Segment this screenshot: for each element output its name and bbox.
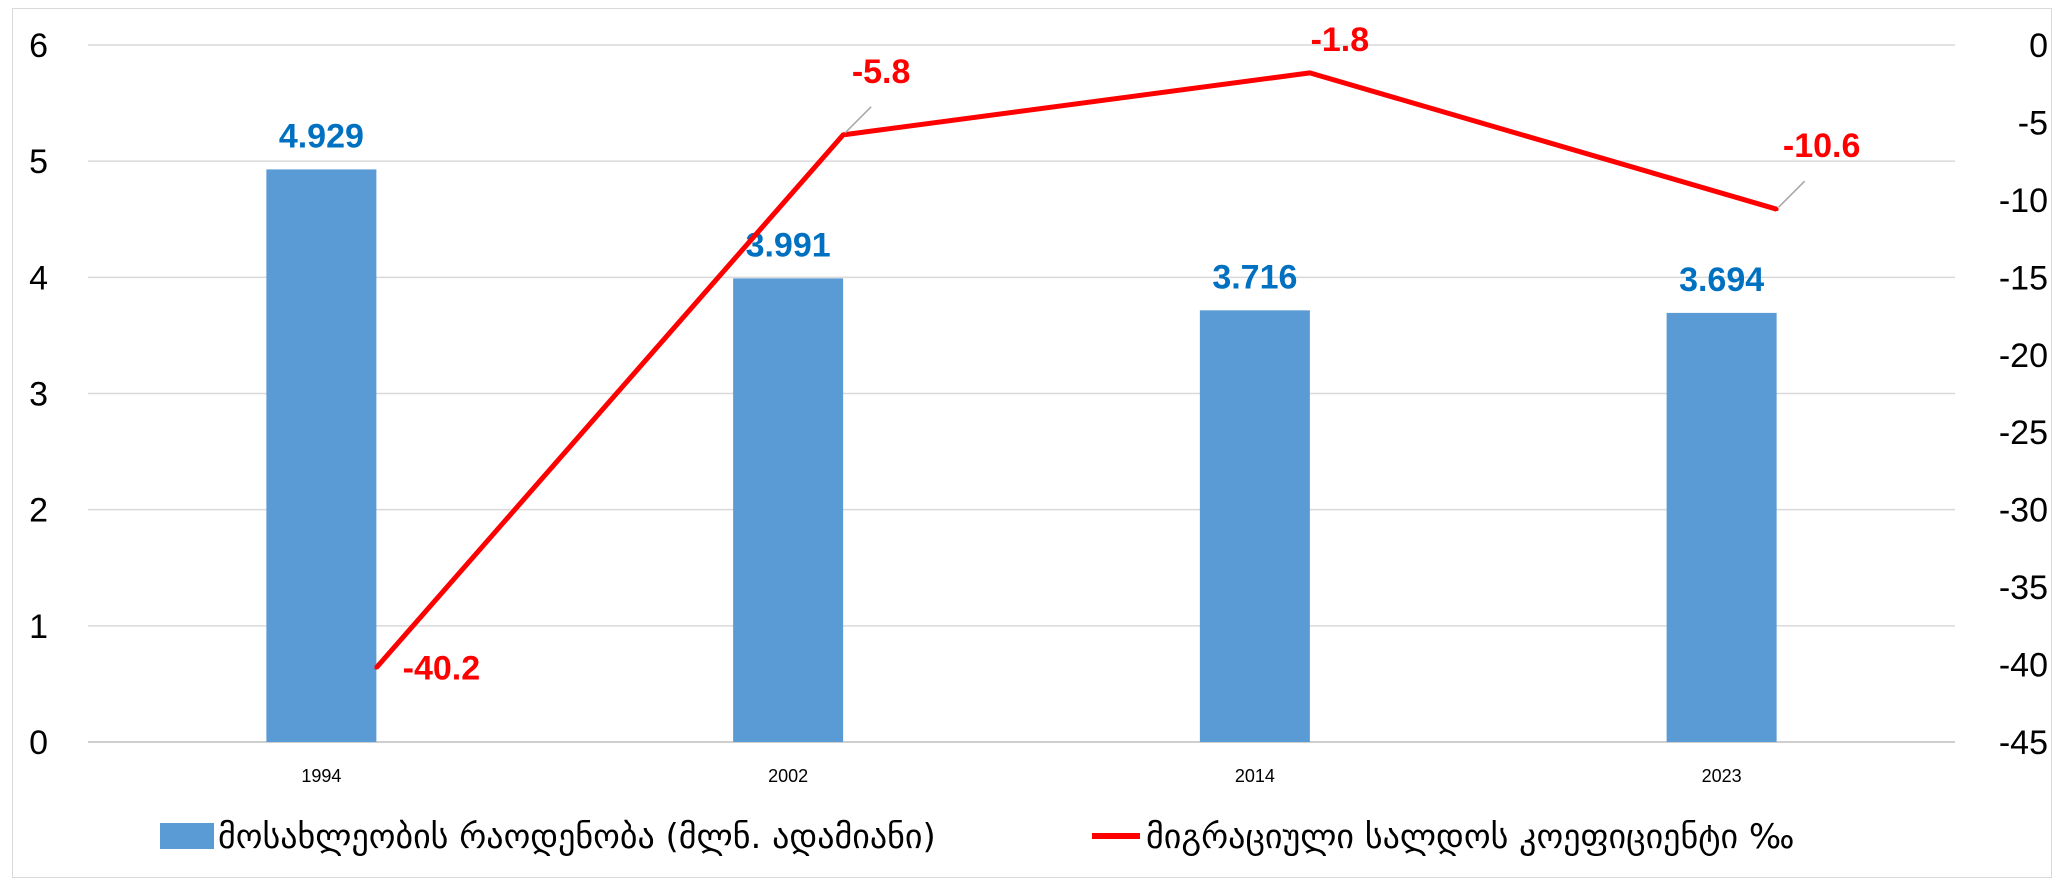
x-tick-label: 2023 <box>1702 766 1742 786</box>
right-tick-label: -5 <box>2018 104 2048 142</box>
left-tick-label: 4 <box>29 259 48 297</box>
right-tick-label: -45 <box>1999 724 2048 762</box>
right-tick-label: -35 <box>1999 569 2048 607</box>
x-tick-label: 1994 <box>301 766 341 786</box>
line-data-label: -5.8 <box>852 53 911 91</box>
bar-data-label: 3.716 <box>1212 258 1297 296</box>
line-path <box>374 70 1778 670</box>
line-point <box>374 665 379 670</box>
left-tick-label: 5 <box>29 143 48 181</box>
right-tick-label: -25 <box>1999 414 2048 452</box>
left-tick-label: 0 <box>29 724 48 762</box>
right-tick-label: -20 <box>1999 337 2048 375</box>
legend-label-bar: მოსახლეობის რაოდენობა (მლნ. ადამიანი) <box>218 817 936 857</box>
line-data-labels: -40.2 -5.8 -1.8 -10.6 <box>403 21 1861 688</box>
bar-series <box>266 169 1777 743</box>
right-tick-label: -30 <box>1999 492 2048 530</box>
right-tick-label: -10 <box>1999 182 2048 220</box>
left-tick-label: 2 <box>29 492 48 530</box>
bar <box>733 278 844 742</box>
x-tick-label: 2014 <box>1235 766 1275 786</box>
bar <box>1199 310 1310 742</box>
bar <box>1666 312 1777 742</box>
right-tick-label: 0 <box>2029 27 2048 65</box>
legend-swatch-bar <box>160 823 214 849</box>
line-point <box>841 132 846 137</box>
line-data-label: -40.2 <box>403 650 481 688</box>
left-tick-label: 1 <box>29 608 48 646</box>
legend-label-line: მიგრაციული სალდოს კოეფიციენტი ‰ <box>1146 817 1794 857</box>
gridlines <box>88 44 1955 743</box>
line-data-label: -10.6 <box>1783 127 1861 165</box>
right-tick-label: -15 <box>1999 259 2048 297</box>
chart-frame <box>12 8 2052 878</box>
leader-line <box>844 106 872 134</box>
bar <box>266 169 377 743</box>
x-tick-label: 2002 <box>768 766 808 786</box>
left-axis-ticks: 0 1 2 3 4 5 6 <box>29 27 48 762</box>
line-data-label: -1.8 <box>1311 21 1370 59</box>
legend: მოსახლეობის რაოდენობა (მლნ. ადამიანი) მი… <box>160 817 1794 857</box>
right-tick-label: -40 <box>1999 647 2048 685</box>
bar-data-label: 4.929 <box>279 117 364 155</box>
x-axis-ticks: 1994 2002 2014 2023 <box>301 766 1741 786</box>
right-axis-ticks: 0 -5 -10 -15 -20 -25 -30 -35 -40 -45 <box>1999 27 2048 762</box>
bar-data-label: 3.694 <box>1679 261 1764 299</box>
line-series <box>374 70 1779 670</box>
left-tick-label: 3 <box>29 376 48 414</box>
line-point <box>1774 207 1779 212</box>
line-point <box>1307 70 1312 75</box>
leader-line <box>1778 180 1806 208</box>
left-tick-label: 6 <box>29 27 48 65</box>
